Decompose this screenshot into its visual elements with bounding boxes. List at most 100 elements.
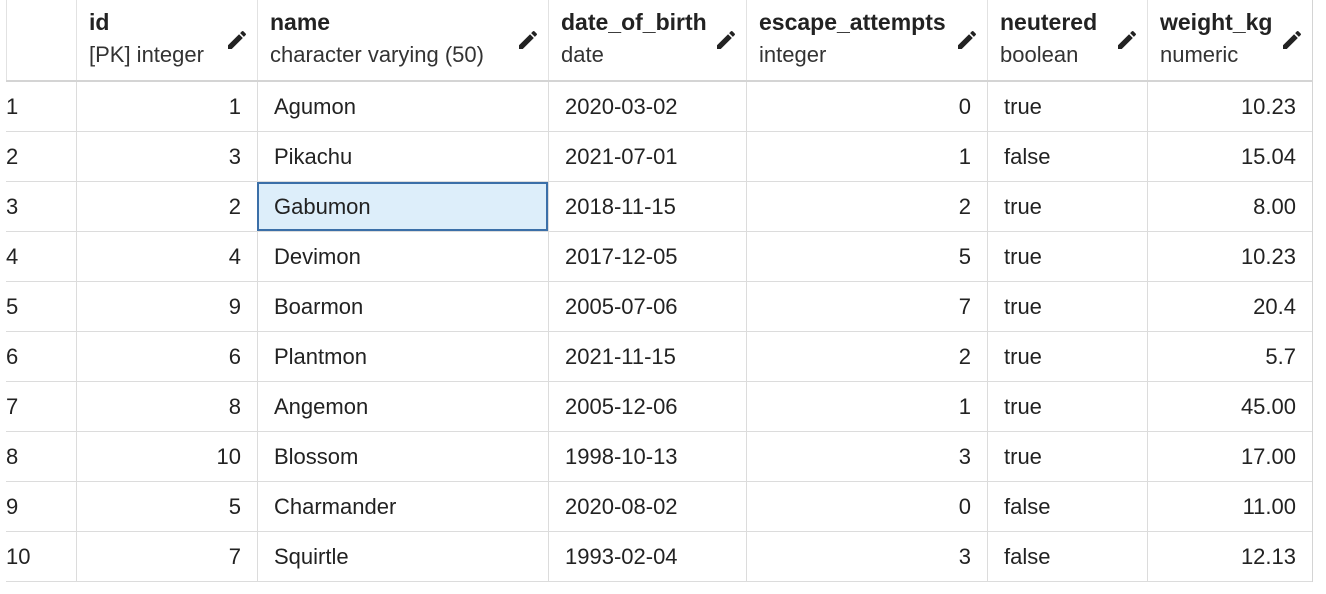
cell-name-selected[interactable]: Gabumon: [257, 182, 548, 231]
cell-id[interactable]: 1: [76, 82, 257, 131]
cell-date-of-birth[interactable]: 2021-11-15: [548, 332, 746, 381]
column-name: weight_kg: [1160, 9, 1273, 35]
table-row: 7 8 Angemon 2005-12-06 1 true 45.00: [6, 382, 1312, 432]
cell-name[interactable]: Squirtle: [257, 532, 548, 581]
table-row: 4 4 Devimon 2017-12-05 5 true 10.23: [6, 232, 1312, 282]
cell-id[interactable]: 5: [76, 482, 257, 531]
column-header-name[interactable]: name character varying (50): [257, 0, 548, 80]
row-number[interactable]: 2: [6, 144, 19, 169]
cell-escape-attempts[interactable]: 5: [746, 232, 987, 281]
column-name: neutered: [1000, 9, 1098, 35]
column-type: [PK] integer: [89, 42, 204, 67]
column-header-weight-kg[interactable]: weight_kg numeric: [1147, 0, 1312, 80]
table-row: 1 1 Agumon 2020-03-02 0 true 10.23: [6, 82, 1312, 132]
cell-neutered[interactable]: true: [987, 382, 1147, 431]
cell-date-of-birth[interactable]: 1998-10-13: [548, 432, 746, 481]
cell-date-of-birth[interactable]: 2017-12-05: [548, 232, 746, 281]
pencil-icon[interactable]: [955, 28, 979, 52]
cell-neutered[interactable]: true: [987, 182, 1147, 231]
data-grid: id [PK] integer name character varying (…: [6, 0, 1313, 582]
row-number-header[interactable]: [6, 0, 76, 80]
cell-weight-kg[interactable]: 10.23: [1147, 232, 1312, 281]
column-header-escape-attempts[interactable]: escape_attempts integer: [746, 0, 987, 80]
row-number[interactable]: 1: [6, 94, 19, 119]
column-header-id[interactable]: id [PK] integer: [76, 0, 257, 80]
pencil-icon[interactable]: [1115, 28, 1139, 52]
column-name: name: [270, 9, 331, 35]
cell-escape-attempts[interactable]: 7: [746, 282, 987, 331]
cell-id[interactable]: 8: [76, 382, 257, 431]
cell-escape-attempts[interactable]: 0: [746, 82, 987, 131]
row-number[interactable]: 9: [6, 494, 19, 519]
cell-id[interactable]: 9: [76, 282, 257, 331]
table-row: 2 3 Pikachu 2021-07-01 1 false 15.04: [6, 132, 1312, 182]
cell-name[interactable]: Pikachu: [257, 132, 548, 181]
cell-weight-kg[interactable]: 5.7: [1147, 332, 1312, 381]
cell-id[interactable]: 6: [76, 332, 257, 381]
column-type: numeric: [1160, 42, 1239, 67]
cell-escape-attempts[interactable]: 2: [746, 182, 987, 231]
row-number[interactable]: 3: [6, 194, 19, 219]
column-type: character varying (50): [270, 42, 484, 67]
column-type: date: [561, 42, 604, 67]
cell-id[interactable]: 4: [76, 232, 257, 281]
column-name: id: [89, 9, 110, 35]
cell-escape-attempts[interactable]: 3: [746, 532, 987, 581]
cell-id[interactable]: 7: [76, 532, 257, 581]
cell-name[interactable]: Agumon: [257, 82, 548, 131]
cell-neutered[interactable]: true: [987, 332, 1147, 381]
column-name: date_of_birth: [561, 9, 707, 35]
row-number[interactable]: 6: [6, 344, 19, 369]
row-number[interactable]: 4: [6, 244, 19, 269]
cell-escape-attempts[interactable]: 3: [746, 432, 987, 481]
cell-neutered[interactable]: true: [987, 282, 1147, 331]
cell-weight-kg[interactable]: 20.4: [1147, 282, 1312, 331]
row-number[interactable]: 5: [6, 294, 19, 319]
cell-weight-kg[interactable]: 10.23: [1147, 82, 1312, 131]
cell-date-of-birth[interactable]: 2021-07-01: [548, 132, 746, 181]
cell-neutered[interactable]: false: [987, 482, 1147, 531]
cell-name[interactable]: Charmander: [257, 482, 548, 531]
cell-neutered[interactable]: false: [987, 532, 1147, 581]
cell-weight-kg[interactable]: 45.00: [1147, 382, 1312, 431]
cell-id[interactable]: 10: [76, 432, 257, 481]
cell-neutered[interactable]: true: [987, 82, 1147, 131]
cell-date-of-birth[interactable]: 2020-03-02: [548, 82, 746, 131]
cell-date-of-birth[interactable]: 2020-08-02: [548, 482, 746, 531]
cell-date-of-birth[interactable]: 2005-12-06: [548, 382, 746, 431]
cell-id[interactable]: 2: [76, 182, 257, 231]
cell-date-of-birth[interactable]: 1993-02-04: [548, 532, 746, 581]
cell-name[interactable]: Boarmon: [257, 282, 548, 331]
cell-name[interactable]: Plantmon: [257, 332, 548, 381]
column-type: boolean: [1000, 42, 1079, 67]
cell-date-of-birth[interactable]: 2018-11-15: [548, 182, 746, 231]
cell-name[interactable]: Angemon: [257, 382, 548, 431]
cell-id[interactable]: 3: [76, 132, 257, 181]
pencil-icon[interactable]: [225, 28, 249, 52]
cell-escape-attempts[interactable]: 1: [746, 132, 987, 181]
pencil-icon[interactable]: [516, 28, 540, 52]
cell-weight-kg[interactable]: 8.00: [1147, 182, 1312, 231]
pencil-icon[interactable]: [1280, 28, 1304, 52]
cell-escape-attempts[interactable]: 1: [746, 382, 987, 431]
table-row: 5 9 Boarmon 2005-07-06 7 true 20.4: [6, 282, 1312, 332]
cell-neutered[interactable]: true: [987, 432, 1147, 481]
cell-weight-kg[interactable]: 15.04: [1147, 132, 1312, 181]
row-number[interactable]: 8: [6, 444, 19, 469]
cell-neutered[interactable]: false: [987, 132, 1147, 181]
table-row: 3 2 Gabumon 2018-11-15 2 true 8.00: [6, 182, 1312, 232]
cell-neutered[interactable]: true: [987, 232, 1147, 281]
cell-name[interactable]: Devimon: [257, 232, 548, 281]
cell-date-of-birth[interactable]: 2005-07-06: [548, 282, 746, 331]
cell-weight-kg[interactable]: 11.00: [1147, 482, 1312, 531]
column-header-date-of-birth[interactable]: date_of_birth date: [548, 0, 746, 80]
cell-escape-attempts[interactable]: 0: [746, 482, 987, 531]
pencil-icon[interactable]: [714, 28, 738, 52]
cell-escape-attempts[interactable]: 2: [746, 332, 987, 381]
row-number[interactable]: 7: [6, 394, 19, 419]
row-number[interactable]: 10: [6, 544, 31, 569]
column-header-neutered[interactable]: neutered boolean: [987, 0, 1147, 80]
cell-weight-kg[interactable]: 17.00: [1147, 432, 1312, 481]
cell-name[interactable]: Blossom: [257, 432, 548, 481]
cell-weight-kg[interactable]: 12.13: [1147, 532, 1312, 581]
